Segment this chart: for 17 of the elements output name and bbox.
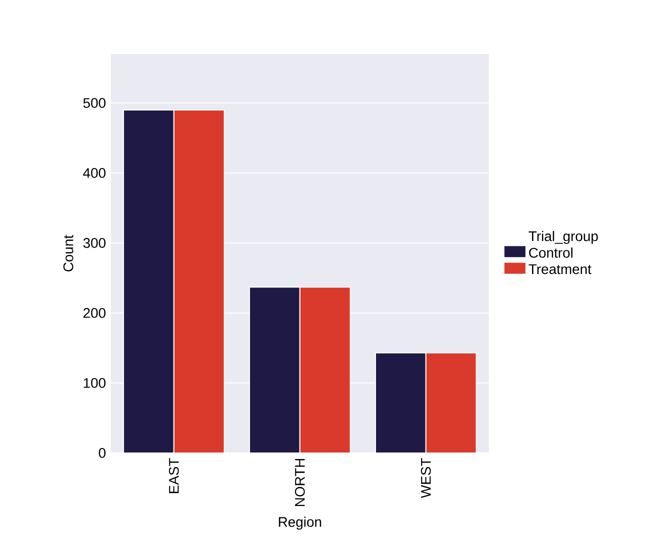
x-tick-label: NORTH <box>294 458 305 506</box>
x-tick-label: WEST <box>420 458 431 498</box>
y-tick-label: 200 <box>83 308 106 318</box>
y-tick-label: 400 <box>83 168 106 178</box>
legend-label: Treatment <box>528 264 592 274</box>
y-tick-label: 0 <box>98 448 106 458</box>
y-tick-label: 100 <box>84 378 106 388</box>
y-tick-label: 300 <box>83 238 106 248</box>
y-axis-title: Count <box>63 234 74 272</box>
x-tick-label: EAST <box>168 458 179 494</box>
bar <box>248 286 300 453</box>
legend-label: Control <box>529 248 572 258</box>
y-tick-label: 500 <box>83 98 106 108</box>
bar <box>122 109 174 453</box>
bar <box>374 352 426 453</box>
legend-title: Trial_group <box>528 230 598 244</box>
x-axis-title: Region <box>278 516 322 530</box>
